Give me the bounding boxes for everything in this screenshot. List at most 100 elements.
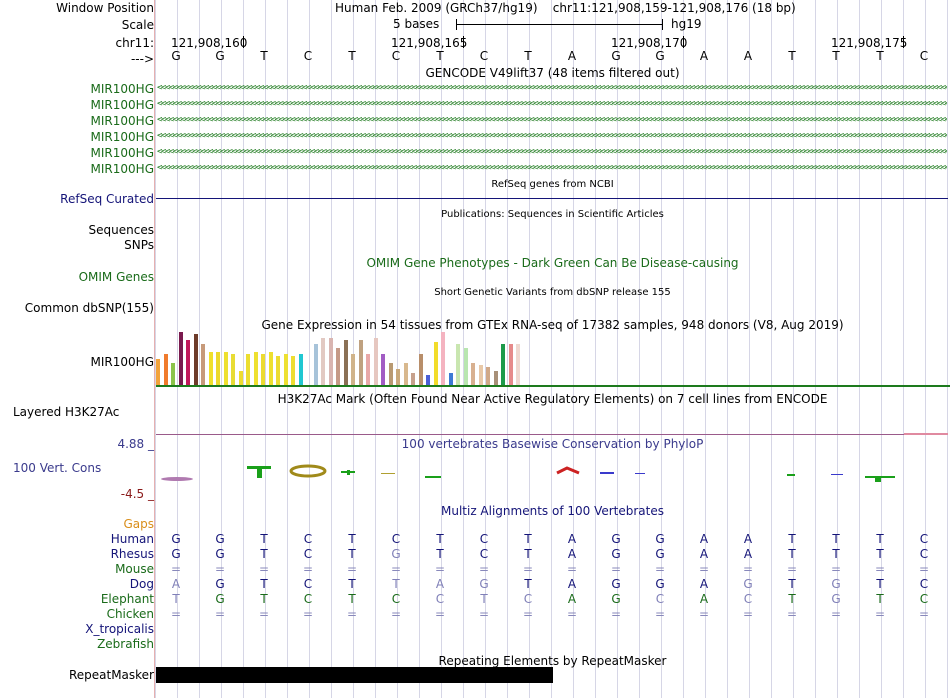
gtex-tissue-bar[interactable]: [268, 352, 273, 385]
gtex-tissue-bar[interactable]: [463, 348, 468, 385]
gtex-tissue-bar[interactable]: [486, 366, 490, 385]
gencode-transcript-strand[interactable]: <<<<<<<<<<<<<<<<<<<<<<<<<<<<<<<<<<<<<<<<…: [157, 163, 947, 173]
omim-track-title[interactable]: OMIM Gene Phenotypes - Dark Green Can Be…: [366, 256, 739, 270]
gtex-tissue-bar[interactable]: [208, 352, 213, 385]
gtex-tissue-bar[interactable]: [478, 364, 483, 385]
gencode-item-label[interactable]: MIR100HG: [90, 130, 154, 144]
species-label[interactable]: Elephant: [100, 592, 154, 606]
gtex-tissue-bar[interactable]: [163, 354, 168, 385]
gencode-item-label[interactable]: MIR100HG: [90, 146, 154, 160]
gtex-tissue-bar[interactable]: [433, 342, 438, 385]
gencode-item-label[interactable]: MIR100HG: [90, 162, 154, 176]
repeat-element-block[interactable]: [156, 667, 553, 683]
grid-line: [881, 0, 882, 698]
multiz-track-title[interactable]: Multiz Alignments of 100 Vertebrates: [440, 504, 665, 518]
gtex-tissue-bar[interactable]: [456, 344, 460, 385]
species-label[interactable]: Chicken: [106, 607, 154, 621]
gtex-tissue-bar[interactable]: [418, 354, 423, 385]
cons-label[interactable]: 100 Vert. Cons: [13, 461, 102, 475]
coordinate-tick: [463, 36, 464, 48]
gtex-tissue-bar[interactable]: [328, 338, 333, 385]
species-label[interactable]: Rhesus: [110, 547, 154, 561]
gtex-tissue-bar[interactable]: [298, 354, 303, 385]
gtex-tissue-bar[interactable]: [366, 354, 370, 385]
gtex-tissue-bar[interactable]: [246, 354, 250, 385]
gtex-tissue-bar[interactable]: [358, 340, 363, 385]
gtex-tissue-bar[interactable]: [381, 354, 385, 385]
gtex-tissue-bar[interactable]: [471, 362, 475, 385]
gencode-transcript-strand[interactable]: <<<<<<<<<<<<<<<<<<<<<<<<<<<<<<<<<<<<<<<<…: [157, 131, 947, 141]
gencode-track-title[interactable]: GENCODE V49lift37 (48 items filtered out…: [425, 66, 680, 80]
alignment-base: G: [743, 577, 753, 591]
snps-label[interactable]: SNPs: [124, 238, 154, 252]
gtex-tissue-bar[interactable]: [411, 372, 415, 385]
gtex-gene-label[interactable]: MIR100HG: [90, 355, 154, 369]
gtex-tissue-bar[interactable]: [448, 372, 453, 385]
dbsnp-track-title[interactable]: Short Genetic Variants from dbSNP releas…: [434, 287, 671, 298]
species-label[interactable]: Human: [110, 532, 154, 546]
sequences-label[interactable]: Sequences: [88, 223, 154, 237]
refseq-gene-line[interactable]: [156, 198, 948, 199]
refseq-label[interactable]: RefSeq Curated: [60, 192, 154, 206]
gtex-tissue-bar[interactable]: [231, 354, 235, 385]
gtex-tissue-bar[interactable]: [396, 368, 400, 385]
gtex-track-title[interactable]: Gene Expression in 54 tissues from GTEx …: [261, 318, 844, 332]
gencode-transcript-strand[interactable]: <<<<<<<<<<<<<<<<<<<<<<<<<<<<<<<<<<<<<<<<…: [157, 83, 947, 93]
h3k27ac-label[interactable]: Layered H3K27Ac: [13, 405, 120, 419]
gtex-tissue-bar[interactable]: [516, 344, 520, 385]
gtex-tissue-bar[interactable]: [156, 358, 160, 385]
grid-line: [947, 0, 948, 698]
gtex-tissue-bar[interactable]: [501, 344, 505, 385]
gtex-tissue-bar[interactable]: [373, 338, 378, 385]
species-label[interactable]: Zebrafish: [97, 637, 154, 651]
gencode-item-label[interactable]: MIR100HG: [90, 114, 154, 128]
gtex-tissue-bar[interactable]: [388, 362, 393, 385]
gtex-tissue-bar[interactable]: [403, 362, 408, 385]
gencode-transcript-strand[interactable]: <<<<<<<<<<<<<<<<<<<<<<<<<<<<<<<<<<<<<<<<…: [157, 99, 947, 109]
gencode-transcript-strand[interactable]: <<<<<<<<<<<<<<<<<<<<<<<<<<<<<<<<<<<<<<<<…: [157, 147, 947, 157]
gtex-tissue-bar[interactable]: [343, 340, 348, 385]
gencode-item-label[interactable]: MIR100HG: [90, 82, 154, 96]
gtex-tissue-bar[interactable]: [193, 334, 198, 385]
gtex-tissue-bar[interactable]: [186, 340, 190, 385]
gtex-tissue-bar[interactable]: [508, 344, 513, 385]
gtex-tissue-bar[interactable]: [261, 354, 265, 385]
refseq-track-title[interactable]: RefSeq genes from NCBI: [491, 179, 614, 190]
gtex-tissue-bar[interactable]: [276, 356, 280, 385]
gtex-tissue-bar[interactable]: [336, 348, 340, 385]
cons-track-title[interactable]: 100 vertebrates Basewise Conservation by…: [401, 437, 704, 451]
gtex-tissue-bar[interactable]: [321, 338, 325, 385]
repeatmasker-label[interactable]: RepeatMasker: [68, 668, 154, 682]
gtex-tissue-bar[interactable]: [171, 362, 175, 385]
species-label[interactable]: X_tropicalis: [85, 622, 154, 636]
repeatmasker-track-title[interactable]: Repeating Elements by RepeatMasker: [438, 654, 667, 668]
alignment-base: T: [436, 547, 444, 561]
gencode-transcript-strand[interactable]: <<<<<<<<<<<<<<<<<<<<<<<<<<<<<<<<<<<<<<<<…: [157, 115, 947, 125]
omim-label[interactable]: OMIM Genes: [78, 270, 154, 284]
gtex-tissue-bar[interactable]: [313, 344, 318, 385]
species-label[interactable]: Dog: [129, 577, 154, 591]
gtex-tissue-bar[interactable]: [426, 374, 430, 385]
gtex-tissue-bar[interactable]: [238, 370, 243, 385]
coordinate-tick-label: 121,908,165: [391, 36, 468, 50]
gtex-tissue-bar[interactable]: [201, 344, 205, 385]
gtex-tissue-bar[interactable]: [253, 352, 258, 385]
gtex-tissue-bar[interactable]: [216, 352, 220, 385]
alignment-base: A: [567, 547, 577, 561]
gtex-tissue-bar[interactable]: [441, 332, 445, 385]
gtex-tissue-bar[interactable]: [351, 354, 355, 385]
gencode-item-label[interactable]: MIR100HG: [90, 98, 154, 112]
alignment-base: G: [831, 577, 841, 591]
alignment-base: T: [260, 532, 268, 546]
gtex-tissue-bar[interactable]: [283, 354, 288, 385]
publications-track-title[interactable]: Publications: Sequences in Scientific Ar…: [441, 209, 664, 220]
alignment-base: T: [788, 547, 796, 561]
gtex-tissue-bar[interactable]: [223, 352, 228, 385]
gtex-tissue-bar[interactable]: [291, 356, 295, 385]
species-label[interactable]: Mouse: [115, 562, 154, 576]
gtex-tissue-bar[interactable]: [493, 370, 498, 385]
h3k27ac-track-title[interactable]: H3K27Ac Mark (Often Found Near Active Re…: [277, 392, 828, 406]
gtex-tissue-bar[interactable]: [178, 332, 183, 385]
dbsnp-label[interactable]: Common dbSNP(155): [24, 301, 154, 315]
gtex-expression-chart[interactable]: [156, 332, 536, 385]
